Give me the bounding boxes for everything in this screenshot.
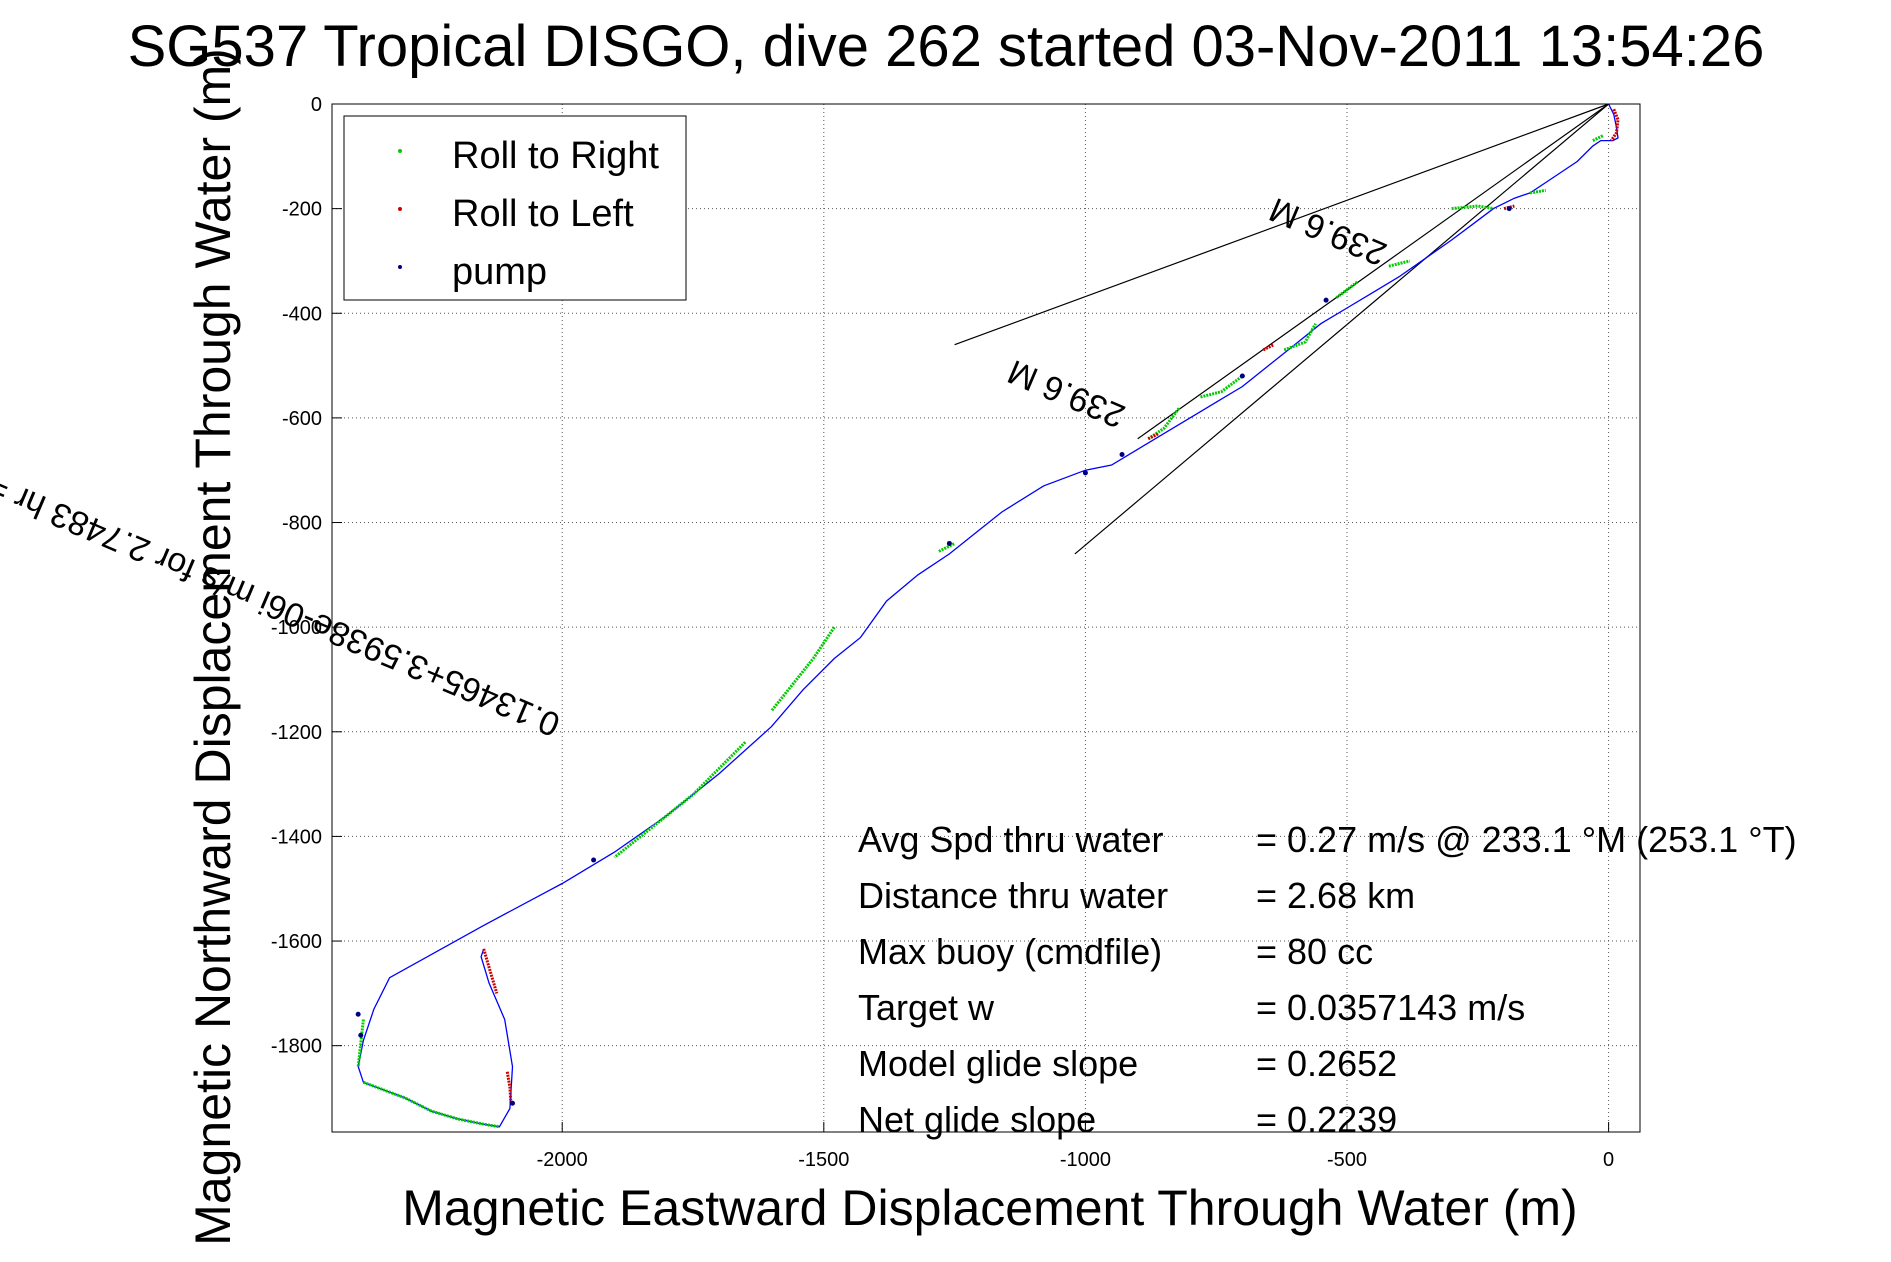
y-tick-label: -1800 (271, 1036, 322, 1058)
stats-panel: Avg Spd thru water = 0.27 m/s @ 233.1 °M … (858, 819, 1797, 1140)
stat-label: Model glide slope (858, 1043, 1138, 1084)
roll-right-segment (1529, 188, 1547, 195)
pump-point (1506, 206, 1512, 212)
chart-title: SG537 Tropical DISGO, dive 262 started 0… (128, 14, 1765, 79)
roll-right-segment (1335, 280, 1359, 299)
roll-right-segment (938, 542, 956, 553)
stat-label: Distance thru water (858, 875, 1168, 916)
stat-value: = 0.2652 (1256, 1043, 1397, 1084)
pump-point (1082, 470, 1088, 476)
legend-marker (398, 149, 402, 153)
roll-right-segment (770, 626, 836, 712)
roll-right-segment (356, 1019, 365, 1067)
roll-left-segment (1262, 343, 1275, 352)
stat-value: = 0.2239 (1256, 1099, 1397, 1140)
track-annotation: 239.6 M (1002, 352, 1130, 435)
guide-line (1137, 103, 1609, 440)
roll-right-segment (1592, 134, 1605, 142)
stat-value: = 80 cc (1256, 931, 1373, 972)
y-tick-label: -1200 (271, 722, 322, 744)
stat-label: Net glide slope (858, 1099, 1096, 1140)
legend: Roll to Right Roll to Left pump (343, 115, 687, 301)
roll-right-segment (362, 1080, 500, 1129)
roll-left-segment (1609, 108, 1620, 142)
plot-content: 0.13465+3.5938e-06i m/s for 2.7483 hr = … (0, 103, 1620, 1129)
stat-label: Max buoy (cmdfile) (858, 931, 1162, 972)
roll-left-segment (1503, 204, 1515, 211)
roll-right-segment (1388, 259, 1411, 268)
legend-label: Roll to Left (452, 193, 634, 235)
guide-line (954, 103, 1609, 346)
y-tick-label: -1000 (271, 617, 322, 639)
roll-right-segment (1200, 374, 1244, 399)
stat-value: = 0.27 m/s @ 233.1 °M (253.1 °T) (1256, 819, 1797, 860)
pump-point (1239, 373, 1245, 379)
roll-right-segment (1451, 204, 1494, 211)
y-tick-label: -1400 (271, 826, 322, 848)
grid (332, 103, 1640, 1132)
roll-right-segment (613, 741, 747, 859)
y-tick-label: -600 (282, 408, 322, 430)
y-tick-label: 0 (311, 94, 322, 116)
ticks: -2000 -1500 -1000 -500 0 0 -200 -400 -600 -800 -10… (271, 94, 1614, 1171)
y-tick-label: -1600 (271, 931, 322, 953)
legend-label: Roll to Right (452, 135, 659, 177)
x-tick-label: -2000 (537, 1149, 588, 1171)
x-axis-label: Magnetic Eastward Displacement Through W… (402, 1180, 1577, 1236)
pump-point (591, 857, 597, 863)
track-annotation: 239.6 M (1264, 190, 1392, 273)
roll-right-segment (1283, 322, 1317, 352)
stat-value: = 2.68 km (1256, 875, 1415, 916)
y-tick-label: -400 (282, 303, 322, 325)
stat-value: = 0.0357143 m/s (1256, 987, 1525, 1028)
roll-left-segment (482, 948, 499, 994)
pump-point (946, 540, 952, 546)
x-tick-label: -1500 (798, 1149, 849, 1171)
legend-marker (398, 207, 402, 211)
x-tick-label: 0 (1603, 1149, 1614, 1171)
pump-point (358, 1032, 364, 1038)
pump-point (1119, 452, 1125, 458)
stat-label: Target w (858, 987, 995, 1028)
roll-left-segment (1147, 432, 1160, 441)
stat-label: Avg Spd thru water (858, 819, 1164, 860)
y-tick-label: -200 (282, 199, 322, 221)
roll-left-segment (505, 1071, 513, 1104)
plot-frame (331, 103, 1641, 1133)
pump-point (355, 1011, 361, 1017)
y-axis-label: Magnetic Northward Displacement Through … (185, 48, 241, 1246)
guide-line (1074, 103, 1609, 555)
x-tick-label: -1000 (1060, 1149, 1111, 1171)
pump-point (510, 1100, 516, 1106)
y-tick-label: -800 (282, 513, 322, 535)
legend-marker (398, 265, 402, 269)
pump-point (1323, 297, 1329, 303)
legend-label: pump (452, 251, 547, 293)
x-tick-label: -500 (1327, 1149, 1367, 1171)
